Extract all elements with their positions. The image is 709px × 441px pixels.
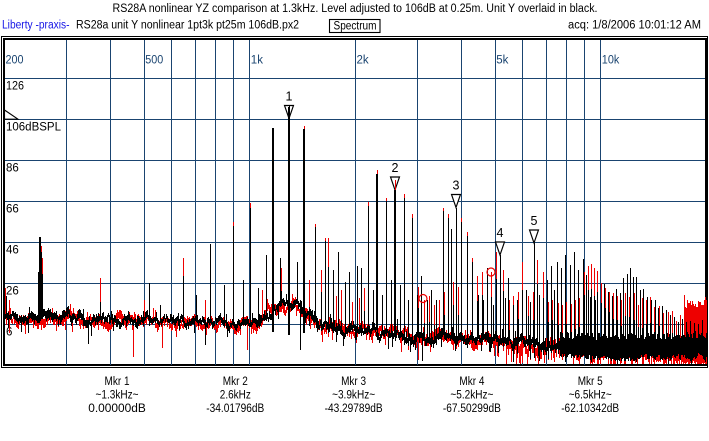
svg-text:126: 126: [6, 81, 24, 93]
svg-text:~6.5kHz~: ~6.5kHz~: [569, 390, 612, 402]
svg-text:~1.3kHz~: ~1.3kHz~: [96, 390, 139, 402]
svg-text:-43.29789dB: -43.29789dB: [325, 403, 383, 415]
svg-text:Mkr 4: Mkr 4: [459, 376, 485, 388]
svg-text:200: 200: [6, 55, 24, 67]
svg-text:66: 66: [6, 204, 19, 216]
svg-text:5: 5: [531, 214, 538, 228]
svg-text:2k: 2k: [357, 55, 369, 67]
svg-text:0.00000dB: 0.00000dB: [88, 403, 146, 415]
svg-text:2: 2: [392, 161, 399, 175]
svg-text:-67.50299dB: -67.50299dB: [443, 403, 501, 415]
svg-text:1k: 1k: [251, 55, 263, 67]
svg-text:10k: 10k: [602, 55, 620, 67]
svg-text:-62.10342dB: -62.10342dB: [561, 403, 619, 415]
svg-text:Mkr 2: Mkr 2: [223, 376, 248, 388]
svg-text:Spectrum: Spectrum: [334, 21, 377, 33]
svg-text:5k: 5k: [496, 55, 508, 67]
svg-text:RS28a unit Y nonlinear 1pt3k p: RS28a unit Y nonlinear 1pt3k pt25m 106dB…: [76, 20, 299, 32]
svg-text:86: 86: [6, 163, 19, 175]
svg-text:acq: 1/8/2006 10:01:12 AM: acq: 1/8/2006 10:01:12 AM: [568, 20, 701, 32]
svg-text:4: 4: [497, 226, 504, 240]
svg-text:~3.9kHz~: ~3.9kHz~: [332, 390, 375, 402]
svg-text:Mkr 5: Mkr 5: [578, 376, 603, 388]
svg-text:2.6kHz: 2.6kHz: [220, 390, 251, 402]
svg-text:RS28A nonlinear YZ comparison: RS28A nonlinear YZ comparison at 1.3kHz.…: [113, 3, 598, 15]
svg-text:Liberty -praxis-: Liberty -praxis-: [2, 20, 70, 32]
svg-text:Mkr 1: Mkr 1: [105, 376, 130, 388]
svg-text:-34.01796dB: -34.01796dB: [206, 403, 264, 415]
svg-text:106dBSPL: 106dBSPL: [6, 122, 62, 134]
svg-text:1: 1: [286, 90, 293, 104]
svg-text:500: 500: [145, 55, 163, 67]
svg-text:3: 3: [453, 179, 460, 193]
svg-text:Mkr 3: Mkr 3: [341, 376, 366, 388]
svg-text:26: 26: [6, 286, 19, 298]
svg-text:~5.2kHz~: ~5.2kHz~: [450, 390, 493, 402]
svg-text:46: 46: [6, 245, 19, 257]
